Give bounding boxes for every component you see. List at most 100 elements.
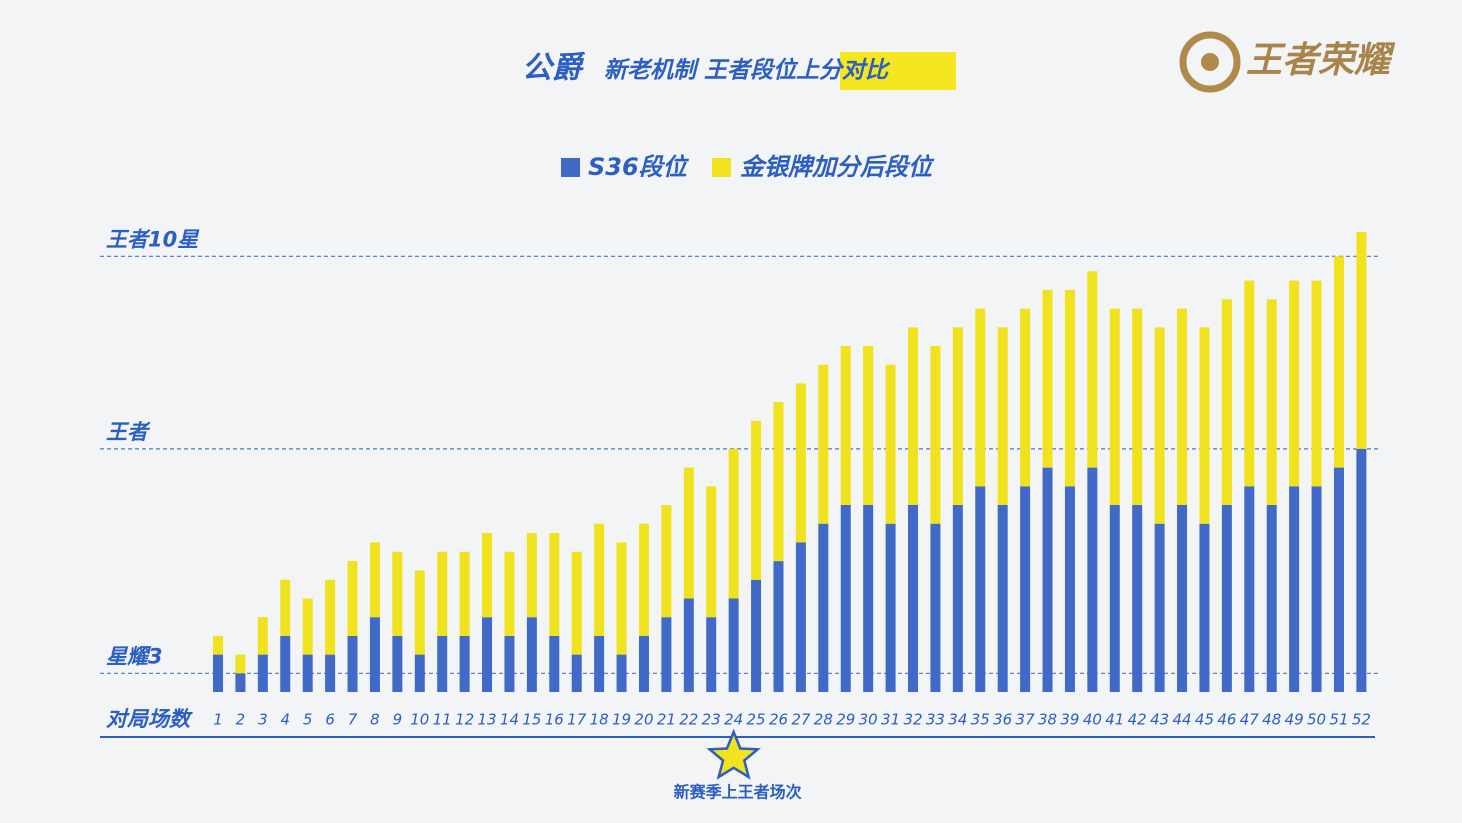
bar-segment: [280, 635, 291, 692]
bar-segment: [930, 523, 941, 692]
bar-segment: [526, 617, 537, 692]
x-tick-label: 6: [325, 711, 335, 729]
x-tick-label: 21: [657, 711, 676, 729]
x-tick-label: 18: [590, 711, 609, 729]
logo-icon: [1179, 31, 1241, 93]
bar-segment: [1221, 299, 1232, 505]
bar-segment: [347, 561, 358, 636]
legend-swatch: [712, 158, 731, 177]
x-tick-label: 16: [545, 711, 564, 729]
bar-segment: [885, 364, 896, 524]
x-tick-label: 27: [791, 711, 811, 729]
y-tick-label: 星耀3: [106, 644, 163, 668]
legend-label: 金银牌加分后段位: [740, 153, 935, 181]
bar-segment: [369, 542, 380, 618]
bar-segment: [908, 505, 919, 692]
x-tick-label: 20: [634, 711, 653, 729]
bar-segment: [414, 654, 425, 692]
bar-segment: [840, 505, 851, 692]
bar-segment: [549, 533, 560, 636]
x-tick-label: 41: [1105, 711, 1124, 729]
x-tick-label: 28: [814, 711, 833, 729]
bar-segment: [571, 654, 582, 692]
x-tick-label: 9: [393, 711, 403, 729]
x-tick-label: 17: [567, 711, 587, 729]
bar-segment: [280, 579, 291, 636]
chart-title: 新老机制 王者段位上分对比: [604, 57, 891, 84]
bar-segment: [459, 635, 470, 692]
bar-segment: [571, 551, 582, 655]
x-tick-label: 51: [1329, 711, 1348, 729]
bar-segment: [863, 346, 874, 505]
x-tick-label: 32: [903, 711, 922, 729]
chart-title-name: 公爵: [522, 51, 586, 86]
x-tick-label: 25: [747, 711, 766, 729]
bar-segment: [504, 635, 515, 692]
x-tick-label: 26: [769, 711, 788, 729]
x-tick-label: 52: [1352, 711, 1371, 729]
x-tick-label: 3: [258, 711, 268, 729]
bar-segment: [638, 635, 649, 692]
bar-segment: [818, 523, 829, 692]
bar-segment: [1311, 280, 1322, 487]
bar-segment: [863, 505, 874, 692]
x-tick-label: 33: [926, 711, 945, 729]
bar-segment: [930, 346, 941, 524]
x-tick-label: 37: [1016, 711, 1036, 729]
x-tick-label: 8: [370, 711, 380, 729]
logo-icon-center: [1201, 53, 1219, 71]
bar-segment: [1199, 327, 1210, 524]
bar-segment: [683, 598, 694, 692]
bar-segment: [1333, 467, 1344, 692]
bar-segment: [795, 542, 806, 692]
x-tick-label: 23: [702, 711, 721, 729]
bar-segment: [661, 505, 672, 618]
bar-segment: [1132, 308, 1143, 505]
x-tick-label: 14: [500, 711, 519, 729]
bar-segment: [975, 308, 986, 487]
bar-segment: [1132, 505, 1143, 692]
bar-segment: [952, 505, 963, 692]
x-tick-label: 10: [410, 711, 429, 729]
bar-segment: [975, 486, 986, 692]
bar-segment: [840, 346, 851, 505]
bar-segment: [997, 505, 1008, 692]
bar-segment: [1311, 486, 1322, 692]
bar-segment: [616, 542, 627, 655]
x-tick-label: 35: [971, 711, 990, 729]
x-tick-label: 2: [236, 711, 246, 729]
bar-segment: [482, 533, 493, 618]
bar-segment: [1266, 299, 1277, 505]
bar-segment: [1199, 523, 1210, 692]
x-tick-label: 38: [1038, 711, 1057, 729]
y-tick-label: 王者10星: [106, 227, 200, 251]
logo: 王者荣耀: [1179, 31, 1396, 93]
bar-segment: [594, 523, 605, 636]
x-tick-label: 24: [724, 711, 743, 729]
x-tick-label: 29: [836, 711, 855, 729]
bar-segment: [1109, 505, 1120, 692]
bar-segment: [1266, 505, 1277, 692]
bar-segment: [661, 617, 672, 692]
bar-segment: [1177, 505, 1188, 692]
x-tick-label: 19: [612, 711, 631, 729]
bar-segment: [325, 654, 336, 692]
bar-segment: [638, 523, 649, 636]
bar-segment: [1042, 289, 1053, 468]
bar-segment: [1087, 467, 1098, 692]
bar-segment: [1333, 256, 1344, 468]
bar-segment: [728, 448, 739, 599]
bar-segment: [257, 654, 268, 692]
x-tick-label: 39: [1060, 711, 1079, 729]
x-tick-label: 47: [1240, 711, 1260, 729]
x-tick-label: 22: [679, 711, 698, 729]
bar-segment: [818, 364, 829, 524]
bar-segment: [1356, 448, 1367, 692]
bar-segment: [795, 383, 806, 543]
x-tick-label: 44: [1172, 711, 1191, 729]
bar-segment: [414, 570, 425, 655]
bar-segment: [392, 635, 403, 692]
bar-segment: [773, 561, 784, 692]
